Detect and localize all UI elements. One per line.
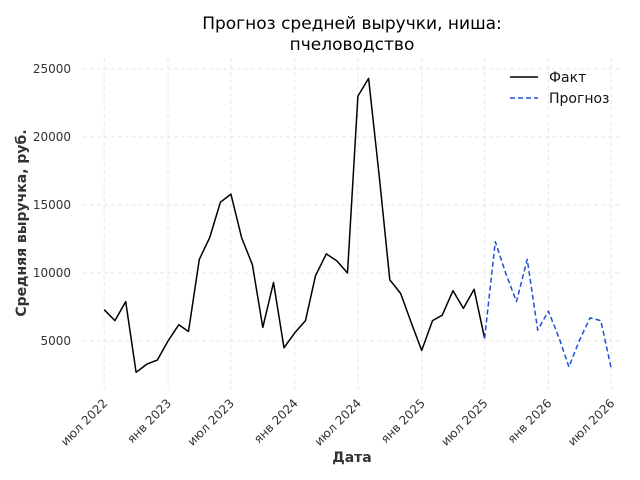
y-tick-label: 20000 <box>33 130 71 144</box>
y-tick-label: 25000 <box>33 62 71 76</box>
legend-label-forecast: Прогноз <box>549 91 610 107</box>
x-tick-label: июл 2025 <box>438 396 490 448</box>
series-line-fact <box>103 77 486 374</box>
legend-label-fact: Факт <box>549 70 586 86</box>
x-tick-label: июл 2023 <box>185 396 237 448</box>
x-axis-label: Дата <box>332 450 371 466</box>
x-tick-label: июл 2022 <box>58 396 110 448</box>
y-tick-label: 10000 <box>33 266 71 280</box>
chart-title-line-2: пчеловодство <box>290 35 415 55</box>
grid <box>83 58 622 390</box>
y-tick-label: 15000 <box>33 198 71 212</box>
x-tick-label: июл 2024 <box>312 396 364 448</box>
x-tick-label: янв 2024 <box>251 396 301 446</box>
x-tick-labels: июл 2022 янв 2023 июл 2023 янв 2024 июл 2024… <box>58 396 617 448</box>
y-tick-labels: 5000 10000 15000 20000 25000 <box>33 62 71 348</box>
y-tick-label: 5000 <box>40 334 71 348</box>
x-tick-label: янв 2026 <box>505 396 555 446</box>
x-tick-label: июл 2026 <box>565 396 617 448</box>
x-tick-label: янв 2025 <box>378 396 428 446</box>
series-layer <box>103 77 612 374</box>
y-axis-label: Средняя выручка, руб. <box>14 129 30 316</box>
chart-title-line-1: Прогноз средней выручки, ниша: <box>202 14 502 34</box>
x-tick-label: янв 2023 <box>124 396 174 446</box>
series-line-forecast <box>483 240 612 369</box>
legend: Факт Прогноз <box>510 70 610 107</box>
